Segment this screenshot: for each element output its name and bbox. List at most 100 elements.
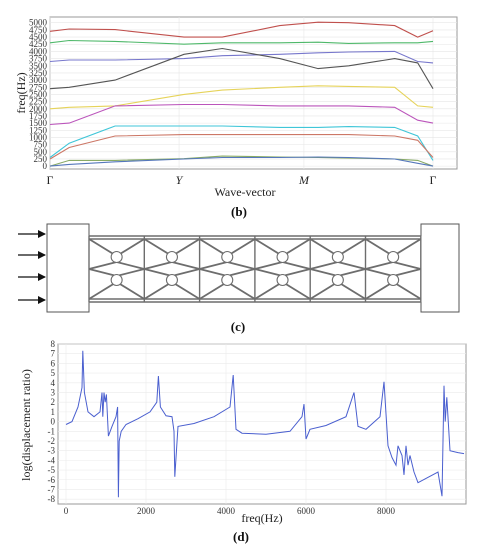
y-tick-label: 4500 (29, 32, 48, 42)
diagonal-strut (309, 281, 339, 300)
panel-b-band-lines (49, 21, 434, 167)
y-tick-label: 2000 (29, 104, 48, 114)
y-tick-label: 750 (34, 140, 48, 150)
diagonal-strut (365, 268, 394, 277)
diagonal-strut (227, 268, 256, 277)
y-tick-label: 2750 (29, 82, 48, 92)
y-tick-label: 3000 (29, 75, 48, 85)
y-tick-label: 250 (34, 154, 48, 164)
band-line-7 (49, 125, 434, 161)
resonator-circle (331, 250, 344, 264)
y-tick-label: 2500 (29, 89, 48, 99)
y-tick-label: 1000 (29, 132, 48, 142)
diagonal-strut (337, 261, 366, 270)
diagonal-strut (88, 261, 117, 270)
panel-b-xtick-y: Y (176, 173, 184, 187)
panel-d-grid (58, 343, 466, 504)
diagonal-strut (254, 281, 284, 300)
panel-d-ylabel: log(displacement ratio) (19, 369, 33, 481)
panel-b: 0250500750100012501500175020002250250027… (14, 16, 458, 219)
diagonal-strut (282, 268, 311, 277)
x-tick-label: 2000 (137, 506, 156, 516)
panel-c-caption: (c) (231, 319, 245, 334)
panel-b-xtick-gamma-left: Γ (47, 173, 54, 187)
diagonal-strut (143, 281, 173, 300)
panel-b-plot-frame (49, 16, 458, 170)
y-tick-label: 1 (51, 407, 56, 417)
panel-b-caption: (b) (231, 204, 247, 219)
panel-b-ylabel: freq(Hz) (14, 72, 28, 113)
x-tick-label: 4000 (217, 506, 236, 516)
band-line-5 (49, 85, 434, 110)
y-tick-label: 1250 (29, 125, 48, 135)
response-line-1 (65, 350, 465, 498)
y-tick-label: 2 (51, 397, 56, 407)
panel-b-xtick-m: M (298, 173, 310, 187)
y-tick-label: 4 (51, 378, 56, 388)
y-tick-label: 4000 (29, 46, 48, 56)
y-tick-label: 4250 (29, 39, 48, 49)
input-force-arrows (18, 230, 46, 304)
band-line-10 (49, 156, 434, 167)
y-tick-label: 500 (34, 147, 48, 157)
panel-c: (c) (18, 223, 460, 334)
diagonal-strut (282, 281, 311, 300)
panel-b-xtick-gamma-right: Γ (430, 173, 437, 187)
diagonal-strut (88, 281, 118, 300)
diagonal-strut (144, 268, 173, 277)
y-tick-label: 3 (51, 387, 56, 397)
resonator-circle (387, 273, 400, 287)
y-tick-label: 6 (51, 358, 56, 368)
y-tick-label: -3 (48, 446, 56, 456)
y-tick-label: -4 (48, 455, 56, 465)
y-tick-label: -1 (48, 426, 56, 436)
diagonal-strut (392, 261, 422, 270)
diagonal-strut (392, 268, 422, 277)
diagonal-strut (199, 268, 228, 277)
lattice-structure (88, 235, 422, 303)
y-tick-label: -5 (48, 465, 56, 475)
diagonal-strut (226, 281, 256, 300)
diagonal-strut (365, 261, 394, 270)
band-line-8 (49, 134, 434, 160)
y-tick-label: 3500 (29, 61, 48, 71)
diagonal-strut (365, 281, 394, 300)
diagonal-strut (254, 261, 283, 270)
y-tick-label: -6 (48, 475, 56, 485)
resonator-circle (276, 273, 289, 287)
x-tick-label: 8000 (377, 506, 396, 516)
right-end-block (420, 223, 460, 313)
x-tick-label: 0 (64, 506, 69, 516)
y-tick-label: -2 (48, 436, 56, 446)
panel-d-x-ticks: 0 2000 4000 6000 8000 (64, 506, 396, 516)
y-tick-label: -7 (48, 484, 56, 494)
y-tick-label: 0 (51, 417, 56, 427)
panel-b-grid (49, 17, 457, 169)
resonator-circle (165, 250, 178, 264)
resonator-circle (221, 250, 234, 264)
y-tick-label: 2250 (29, 97, 48, 107)
y-tick-label: 1750 (29, 111, 48, 121)
diagonal-strut (171, 261, 200, 270)
y-tick-label: 5 (51, 368, 56, 378)
y-tick-label: 8 (51, 339, 56, 349)
panel-d-caption: (d) (233, 529, 249, 544)
diagonal-strut (144, 261, 173, 270)
y-tick-label: 7 (51, 349, 56, 359)
y-tick-label: 4750 (29, 25, 48, 35)
resonator-circle (165, 273, 178, 287)
diagonal-strut (199, 281, 228, 300)
diagonal-strut (199, 261, 228, 270)
resonator-circle (110, 250, 123, 264)
y-tick-label: -8 (48, 494, 56, 504)
diagonal-strut (171, 268, 200, 277)
diagonal-strut (116, 261, 145, 270)
x-tick-label: 6000 (297, 506, 316, 516)
resonator-circle (387, 250, 400, 264)
diagonal-strut (309, 261, 339, 270)
y-tick-label: 0 (43, 161, 48, 171)
diagonal-strut (254, 268, 283, 277)
band-line-2 (49, 39, 434, 45)
